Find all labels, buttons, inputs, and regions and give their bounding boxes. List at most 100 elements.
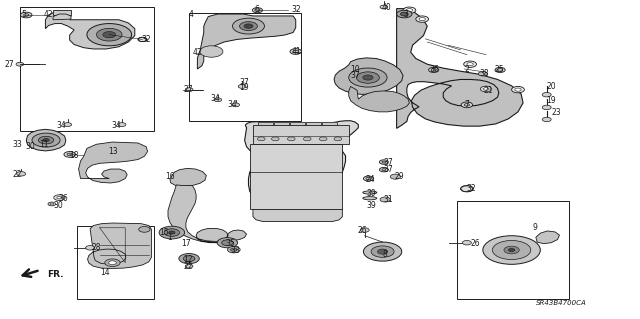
Circle shape [371, 246, 394, 257]
Polygon shape [322, 122, 337, 128]
Circle shape [257, 137, 265, 141]
Text: 37: 37 [384, 158, 394, 167]
Text: 40: 40 [381, 3, 391, 12]
Circle shape [287, 137, 295, 141]
Text: 31: 31 [384, 195, 394, 204]
Circle shape [478, 71, 487, 76]
Circle shape [252, 8, 262, 13]
Circle shape [179, 254, 199, 264]
Text: 6: 6 [255, 5, 260, 14]
Text: 16: 16 [166, 172, 175, 181]
Circle shape [64, 152, 76, 157]
Circle shape [48, 202, 56, 206]
Text: 34: 34 [57, 121, 67, 130]
Circle shape [461, 102, 472, 108]
Circle shape [221, 240, 233, 246]
Circle shape [290, 49, 301, 54]
Circle shape [232, 103, 239, 107]
Circle shape [461, 186, 473, 192]
Circle shape [511, 86, 524, 93]
Text: 11: 11 [39, 140, 49, 149]
Circle shape [86, 246, 95, 250]
Text: 19: 19 [546, 96, 556, 105]
Circle shape [467, 63, 473, 66]
Text: 26: 26 [470, 240, 481, 249]
Polygon shape [26, 129, 66, 151]
Circle shape [397, 10, 412, 18]
Text: 36: 36 [430, 65, 440, 74]
Polygon shape [88, 223, 152, 269]
Circle shape [232, 18, 264, 34]
Circle shape [334, 137, 342, 141]
Circle shape [227, 247, 240, 253]
Circle shape [401, 12, 408, 16]
Text: 34: 34 [210, 94, 220, 103]
Bar [77, 226, 154, 299]
Bar [189, 13, 301, 122]
Circle shape [464, 61, 476, 67]
Circle shape [515, 88, 521, 91]
Text: 42: 42 [44, 10, 54, 19]
Circle shape [403, 7, 416, 13]
Text: 39: 39 [366, 189, 376, 198]
Circle shape [238, 85, 246, 88]
Circle shape [406, 9, 413, 12]
Text: 27: 27 [183, 85, 193, 94]
Text: 18: 18 [70, 151, 79, 160]
Text: 39: 39 [366, 201, 376, 210]
Text: 22: 22 [183, 262, 193, 271]
Circle shape [97, 28, 122, 41]
Circle shape [495, 67, 505, 72]
Circle shape [542, 105, 551, 110]
Polygon shape [170, 168, 206, 187]
Circle shape [217, 238, 237, 248]
Circle shape [57, 196, 62, 199]
Text: 30: 30 [25, 142, 35, 151]
Text: 42: 42 [192, 48, 202, 57]
Text: 36: 36 [58, 194, 68, 203]
Text: 12: 12 [183, 255, 193, 264]
Circle shape [360, 228, 369, 232]
Circle shape [138, 37, 147, 42]
Circle shape [38, 136, 54, 144]
Circle shape [169, 231, 175, 234]
Polygon shape [79, 142, 148, 183]
Text: 37: 37 [351, 71, 360, 80]
Polygon shape [334, 58, 403, 94]
Circle shape [380, 160, 388, 164]
Text: 33: 33 [230, 246, 241, 255]
Circle shape [17, 172, 26, 176]
Circle shape [105, 259, 120, 267]
Circle shape [50, 203, 54, 205]
Circle shape [364, 176, 374, 181]
Text: 2: 2 [465, 65, 469, 74]
Bar [20, 7, 154, 131]
Text: 22: 22 [12, 170, 22, 179]
Text: 30: 30 [53, 201, 63, 210]
Circle shape [159, 226, 184, 239]
Circle shape [364, 242, 402, 261]
Text: 21: 21 [483, 86, 493, 95]
Circle shape [349, 68, 387, 87]
Circle shape [542, 117, 551, 122]
Circle shape [492, 241, 531, 260]
Text: 4: 4 [189, 10, 194, 19]
Polygon shape [397, 9, 523, 128]
Circle shape [429, 67, 439, 72]
Circle shape [380, 197, 390, 202]
Text: 33: 33 [12, 140, 22, 149]
Text: FR.: FR. [47, 270, 64, 279]
Text: 20: 20 [546, 82, 556, 91]
Circle shape [43, 138, 49, 142]
Polygon shape [197, 14, 296, 69]
Circle shape [483, 88, 488, 90]
Circle shape [214, 98, 221, 102]
Circle shape [183, 256, 195, 262]
Text: 5: 5 [22, 10, 27, 19]
Circle shape [504, 246, 519, 254]
Circle shape [244, 24, 253, 28]
Circle shape [508, 249, 515, 252]
Circle shape [109, 261, 116, 265]
Circle shape [87, 24, 132, 46]
Circle shape [139, 226, 150, 232]
